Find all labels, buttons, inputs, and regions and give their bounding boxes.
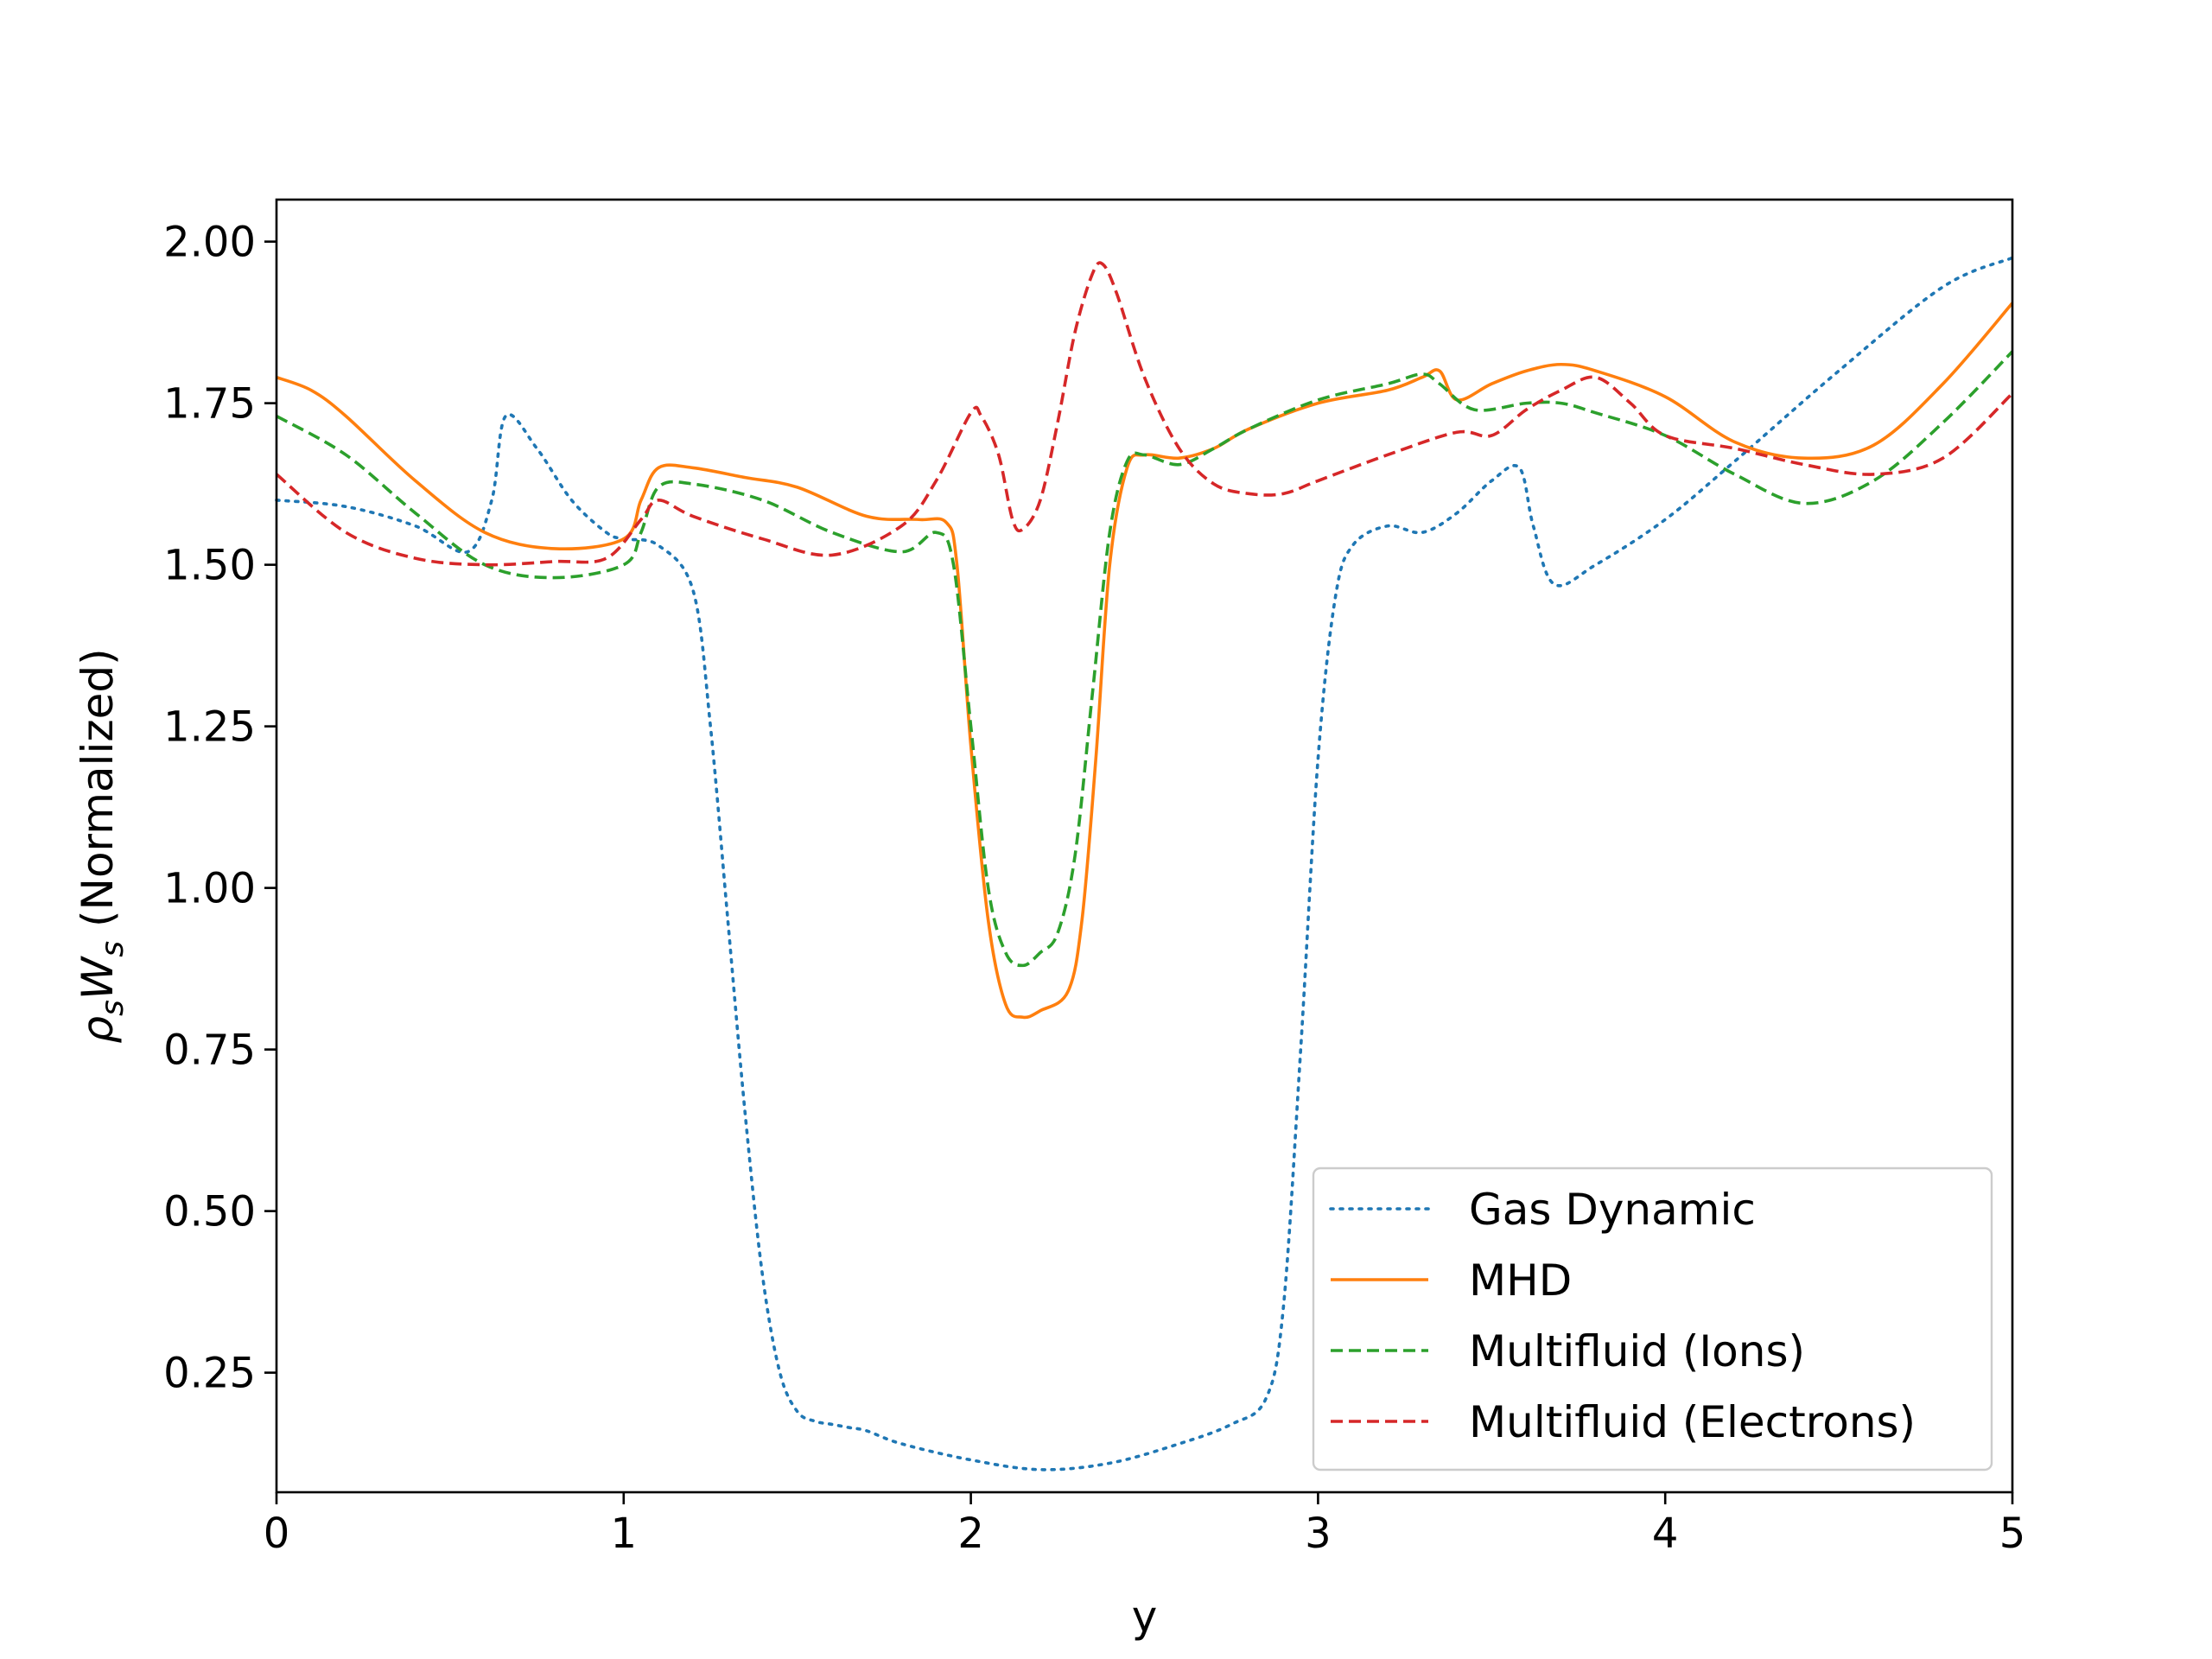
x-tick-label: 3	[1305, 1510, 1332, 1558]
y-tick-label: 2.00	[163, 219, 256, 267]
series-line-4	[275, 261, 2014, 567]
y-tick-label: 0.25	[163, 1350, 256, 1398]
y-tick-label: 0.50	[163, 1188, 256, 1236]
y-axis-label: ρsWs (Normalized)	[73, 648, 130, 1043]
y-tick-label: 1.75	[163, 380, 256, 429]
y-axis: 0.25 0.50 0.75 1.00 1.25 1.50 1.75 2.00	[163, 219, 276, 1398]
x-axis: 0 1 2 3 4 5	[264, 1492, 2026, 1558]
y-tick-label: 1.50	[163, 542, 256, 590]
series-line-2	[276, 302, 2014, 1020]
y-axis-label-sub-1: s	[95, 1000, 130, 1016]
y-axis-label-rho: ρ	[73, 1016, 123, 1044]
x-tick-label: 0	[264, 1510, 290, 1558]
legend-label-4: Multifluid (Electrons)	[1469, 1397, 1916, 1447]
y-tick-label: 1.25	[163, 703, 256, 752]
y-axis-label-sub-2: s	[95, 941, 130, 957]
y-axis-label-rest: (Normalized)	[73, 648, 123, 940]
x-tick-label: 5	[1999, 1510, 2026, 1558]
series-line-1	[275, 256, 2014, 1471]
series-line-3	[276, 350, 2014, 968]
legend-label-2: MHD	[1469, 1255, 1572, 1306]
x-tick-label: 2	[957, 1510, 984, 1558]
y-tick-label: 1.00	[163, 865, 256, 913]
series-layer	[275, 256, 2014, 1471]
x-axis-label: y	[1132, 1592, 1158, 1642]
legend-label-3: Multifluid (Ions)	[1469, 1326, 1805, 1376]
x-tick-label: 1	[611, 1510, 638, 1558]
y-tick-label: 0.75	[163, 1027, 256, 1075]
legend: Gas Dynamic MHD Multifluid (Ions) Multiflui…	[1312, 1166, 1993, 1471]
x-tick-label: 4	[1652, 1510, 1679, 1558]
y-axis-label-w: W	[73, 956, 123, 1000]
plot-frame	[275, 198, 2014, 1494]
legend-box	[1312, 1166, 1993, 1471]
legend-label-1: Gas Dynamic	[1469, 1185, 1756, 1235]
